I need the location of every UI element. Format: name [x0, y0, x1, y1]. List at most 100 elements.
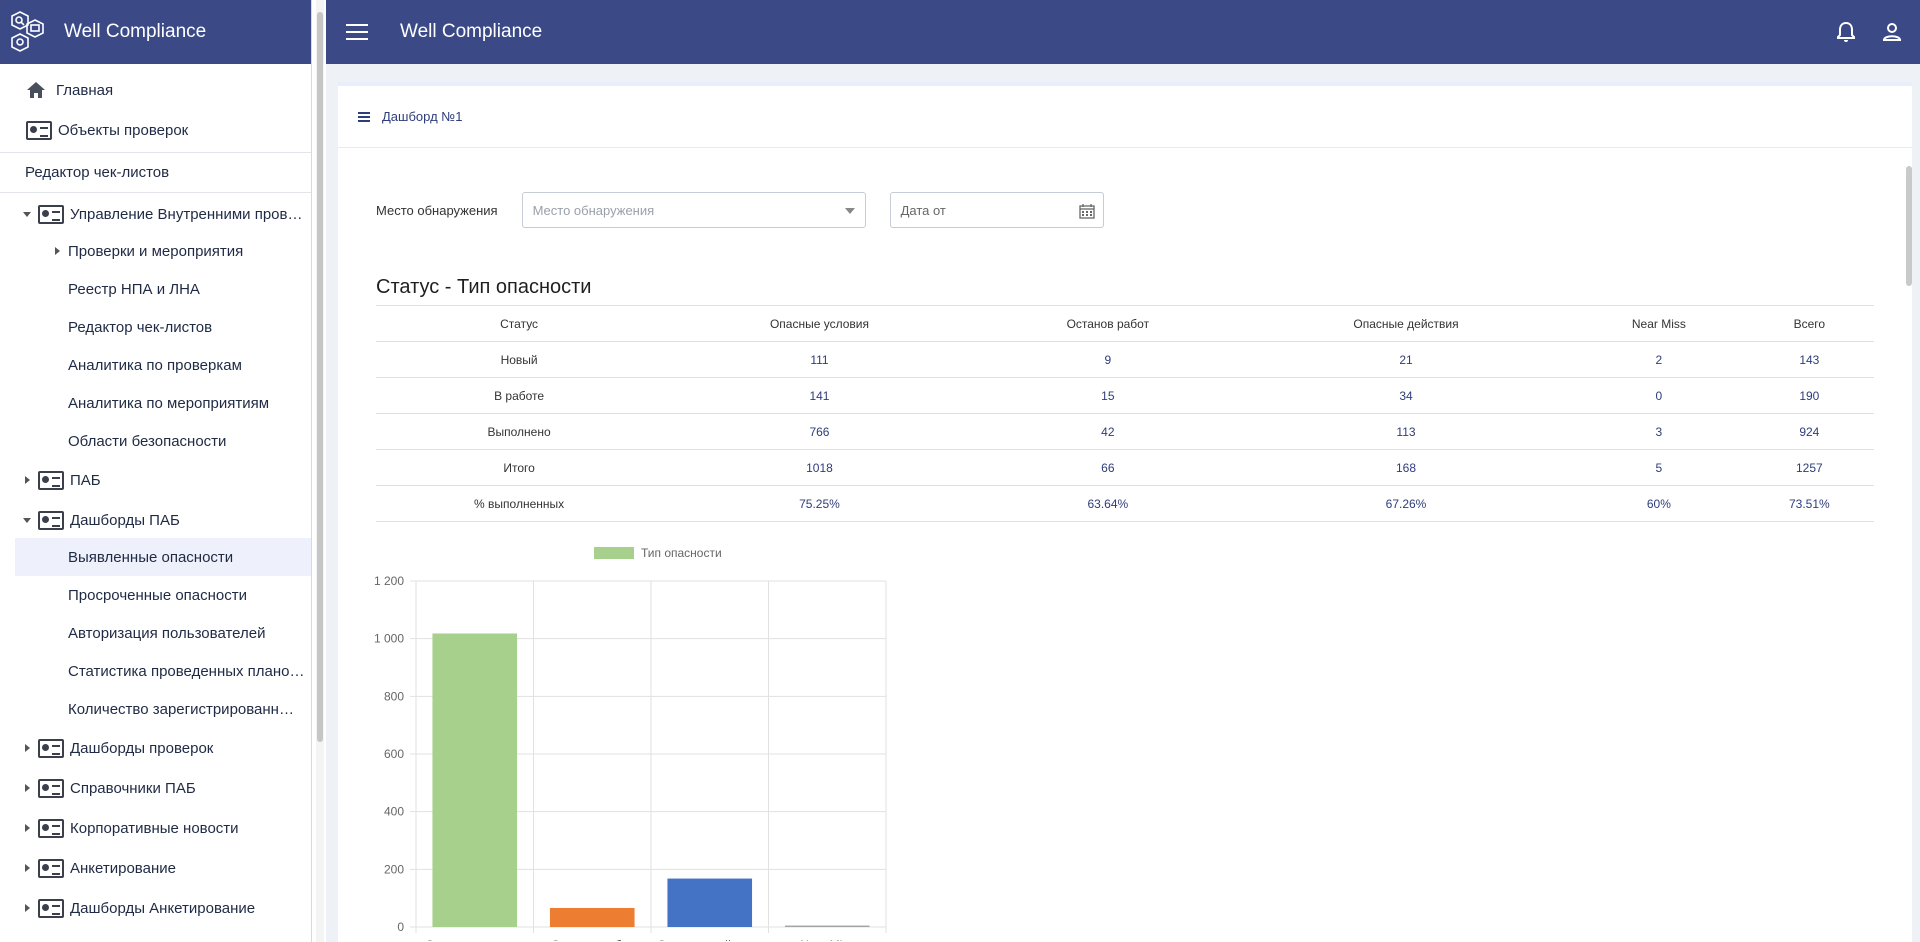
- bar: [784, 925, 870, 927]
- bell-icon[interactable]: [1836, 21, 1856, 43]
- chevron-right-icon: [25, 784, 30, 792]
- breadcrumb-label[interactable]: Дашборд №1: [382, 109, 463, 124]
- sidebar-item-user-authorization[interactable]: Авторизация пользователей: [0, 614, 311, 652]
- table-cell: 34: [1238, 377, 1574, 414]
- sidebar-item-label: Анкетирование: [70, 859, 176, 877]
- sidebar-header: Well Compliance: [0, 0, 311, 64]
- sidebar-item-label: Главная: [56, 81, 114, 99]
- table-cell: 75.25%: [662, 485, 977, 522]
- date-from-field[interactable]: Дата от: [889, 192, 1104, 228]
- table-cell: % выполненных: [376, 485, 663, 522]
- sidebar-item-overdue-hazards[interactable]: Просроченные опасности: [0, 576, 311, 614]
- sidebar-group-corporate-news[interactable]: Корпоративные новости: [0, 808, 311, 848]
- hamburger-menu-icon[interactable]: [346, 24, 368, 40]
- y-tick-label: 0: [397, 920, 404, 934]
- calendar-icon[interactable]: [1078, 203, 1095, 219]
- sidebar-item-inspections-activities[interactable]: Проверки и мероприятия: [0, 232, 311, 270]
- divider: [0, 152, 311, 153]
- logo-icon: [11, 11, 44, 52]
- sidebar-item-checklist-editor[interactable]: Редактор чек-листов: [0, 152, 311, 192]
- sidebar-group-internal-audits[interactable]: Управление Внутренними пров…: [0, 194, 311, 234]
- table-header: Останов работ: [976, 305, 1239, 342]
- chevron-right-icon: [25, 744, 30, 752]
- main-content: Дашборд №1 Место обнаружения Место обнар…: [326, 64, 1920, 942]
- table-row: В работе 141 15 34 0 190: [376, 377, 1874, 414]
- table-cell: 1018: [662, 449, 977, 486]
- table-header: Near Miss: [1573, 305, 1745, 342]
- sidebar-item-label: Авторизация пользователей: [68, 624, 266, 642]
- sidebar-group-pab-directories[interactable]: Справочники ПАБ: [0, 768, 311, 808]
- x-tick-label: Опасные действия: [657, 938, 762, 941]
- chevron-right-icon: [55, 247, 60, 255]
- table-cell: 141: [662, 377, 977, 414]
- y-tick-label: 800: [384, 689, 404, 703]
- sidebar: Well Compliance Главная Объекты проверок…: [0, 0, 312, 942]
- location-placeholder: Место обнаружения: [532, 202, 655, 218]
- sidebar-item-planned-stats[interactable]: Статистика проведенных плано…: [0, 652, 311, 690]
- sidebar-group-inspection-dashboards[interactable]: Дашборды проверок: [0, 728, 311, 768]
- sidebar-item-label: Справочники ПАБ: [70, 779, 196, 797]
- sidebar-item-label: Просроченные опасности: [68, 586, 248, 604]
- sidebar-item-label: Количество зарегистрированн…: [68, 700, 294, 718]
- table-header: Опасные условия: [662, 305, 977, 342]
- main-scrollbar-thumb[interactable]: [1906, 166, 1912, 286]
- sidebar-item-label: Реестр НПА и ЛНА: [68, 280, 200, 298]
- table-header: Статус: [376, 305, 663, 342]
- sidebar-item-label: Области безопасности: [68, 432, 227, 450]
- location-label: Место обнаружения: [376, 202, 498, 218]
- chevron-right-icon: [25, 864, 30, 872]
- sidebar-scrollbar[interactable]: [316, 0, 324, 942]
- table-row: Итого 1018 66 168 5 1257: [376, 449, 1874, 486]
- divider: [0, 192, 311, 193]
- chevron-right-icon: [25, 476, 30, 484]
- sidebar-group-pab[interactable]: ПАБ: [0, 460, 311, 500]
- location-select[interactable]: Место обнаружения: [521, 192, 866, 228]
- chevron-down-icon: [23, 212, 31, 217]
- legend-label: Тип опасности: [641, 546, 722, 560]
- contact-card-icon: [26, 120, 52, 140]
- sidebar-item-label: Дашборды Анкетирование: [70, 899, 256, 917]
- sidebar-group-pab-dashboards[interactable]: Дашборды ПАБ: [0, 500, 311, 540]
- table-cell: 5: [1573, 449, 1745, 486]
- sidebar-item-checklist-editor-2[interactable]: Редактор чек-листов: [0, 308, 311, 346]
- status-table: Статус Опасные условия Останов работ Опа…: [376, 305, 1874, 522]
- sidebar-item-safety-areas[interactable]: Области безопасности: [0, 422, 311, 460]
- sidebar-item-identified-hazards[interactable]: Выявленные опасности: [15, 538, 311, 576]
- dashboard-card: Дашборд №1 Место обнаружения Место обнар…: [338, 82, 1912, 942]
- sidebar-item-home[interactable]: Главная: [0, 72, 311, 108]
- sidebar-group-surveys[interactable]: Анкетирование: [0, 848, 311, 888]
- table-cell: 67.26%: [1238, 485, 1574, 522]
- table-cell: 63.64%: [976, 485, 1239, 522]
- table-cell: 9: [976, 341, 1239, 378]
- table-row: Выполнено 766 42 113 3 924: [376, 413, 1874, 450]
- sidebar-scrollbar-thumb[interactable]: [317, 12, 323, 742]
- y-tick-label: 200: [384, 862, 404, 876]
- y-tick-label: 600: [384, 747, 404, 761]
- table-row: Новый 111 9 21 2 143: [376, 341, 1874, 378]
- sidebar-item-inspection-analytics[interactable]: Аналитика по проверкам: [0, 346, 311, 384]
- x-tick-label: Near Miss: [800, 938, 854, 941]
- x-tick-label: Опасные условия: [425, 938, 524, 941]
- sidebar-item-activity-analytics[interactable]: Аналитика по мероприятиям: [0, 384, 311, 422]
- contact-card-icon: [38, 898, 64, 918]
- sidebar-item-label: Дашборды ПАБ: [70, 511, 180, 529]
- home-icon: [27, 82, 45, 98]
- sidebar-item-inspection-objects[interactable]: Объекты проверок: [0, 112, 311, 148]
- table-cell: 190: [1744, 377, 1874, 414]
- table-cell: 15: [976, 377, 1239, 414]
- filter-row: Место обнаружения Место обнаружения Дата…: [376, 192, 1104, 228]
- date-from-placeholder: Дата от: [900, 202, 946, 218]
- sidebar-group-survey-dashboards[interactable]: Дашборды Анкетирование: [0, 888, 311, 928]
- sidebar-item-label: Корпоративные новости: [70, 819, 239, 837]
- user-icon[interactable]: [1882, 22, 1902, 42]
- chevron-down-icon: [844, 208, 855, 214]
- sidebar-item-registered-count[interactable]: Количество зарегистрированн…: [0, 690, 311, 728]
- table-cell: 766: [662, 413, 977, 450]
- table-cell: 924: [1744, 413, 1874, 450]
- y-tick-label: 1 000: [374, 632, 404, 646]
- sidebar-item-label: Аналитика по проверкам: [68, 356, 242, 374]
- sidebar-item-label: Статистика проведенных плано…: [68, 662, 305, 680]
- header-actions: [1836, 0, 1902, 64]
- sidebar-item-npa-registry[interactable]: Реестр НПА и ЛНА: [0, 270, 311, 308]
- sidebar-item-label: Выявленные опасности: [68, 548, 234, 566]
